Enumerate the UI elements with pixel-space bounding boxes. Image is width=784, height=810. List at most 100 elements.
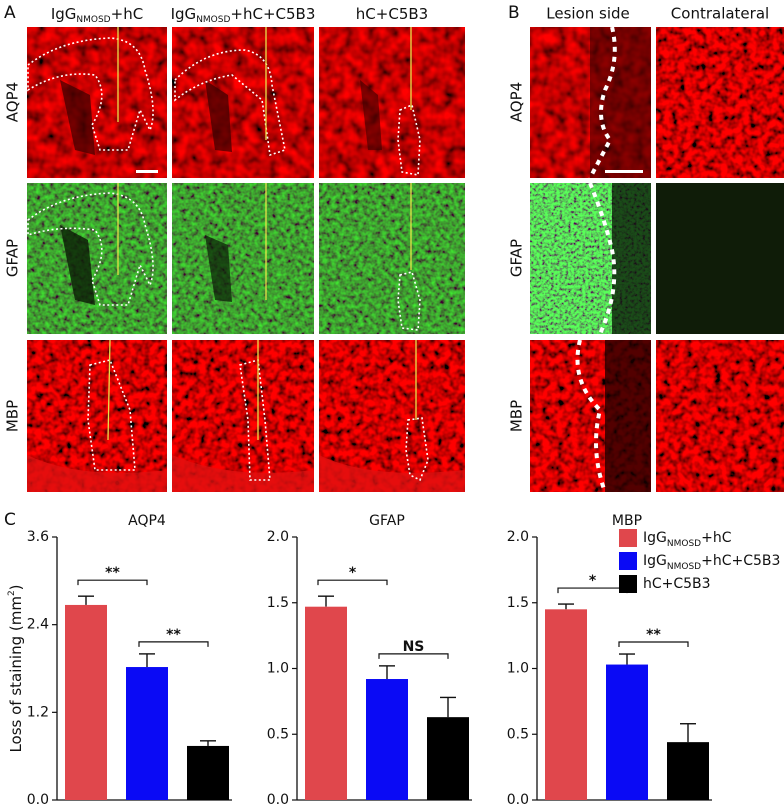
y-tick-label: 2.0 <box>267 529 289 545</box>
legend-label-part: IgG <box>643 553 667 569</box>
white-matter <box>27 455 167 492</box>
legend-swatch <box>619 552 637 570</box>
image <box>172 27 314 178</box>
y-tick-label: 1.0 <box>507 661 529 677</box>
chart-title: MBP <box>612 513 642 529</box>
y-tick-label: 0.0 <box>267 792 289 808</box>
column-label: IgGNMOSD+hC+C5B3 <box>171 5 316 25</box>
column-label-part: IgG <box>51 5 77 23</box>
significance-label: ** <box>646 627 661 643</box>
lesion-area <box>605 340 651 492</box>
scale-bar <box>605 170 643 173</box>
significance-bracket <box>378 653 449 659</box>
significance-label: ** <box>166 627 181 643</box>
legend-label-part: IgG <box>643 530 667 546</box>
row-label: AQP4 <box>4 82 22 122</box>
y-tick-label: 3.6 <box>27 529 49 545</box>
significance-bracket <box>317 579 388 586</box>
significance-bracket <box>618 641 689 648</box>
scale-bar <box>136 170 158 173</box>
panel-a-images <box>27 27 465 492</box>
chart-title: AQP4 <box>128 513 166 529</box>
lesion-outline <box>405 417 429 482</box>
bar <box>545 609 587 800</box>
legend-label-part: +hC+C5B3 <box>701 553 780 569</box>
y-tick-label: 0.5 <box>507 726 529 742</box>
panel-label: A <box>4 3 16 23</box>
column-label: hC+C5B3 <box>356 5 428 23</box>
panel-b-images <box>530 26 784 493</box>
column-label-part: IgG <box>171 5 197 23</box>
image <box>656 27 784 178</box>
row-label: AQP4 <box>508 82 526 122</box>
column-label-part: +hC+C5B3 <box>230 5 315 23</box>
column-label: Lesion side <box>546 5 630 23</box>
image <box>656 183 784 334</box>
y-tick-label: 0.0 <box>27 792 49 808</box>
y-tick-label: 2.0 <box>507 529 529 545</box>
legend-label-part: NMOSD <box>667 539 701 549</box>
row-label: MBP <box>508 400 526 432</box>
bar <box>65 604 107 800</box>
legend-label: hC+C5B3 <box>643 576 711 592</box>
non-lesion-area <box>612 183 651 334</box>
column-label-part: +hC <box>111 5 144 23</box>
bar <box>305 606 347 800</box>
bar <box>606 664 648 800</box>
white-matter <box>319 455 465 492</box>
significance-bracket <box>138 641 209 647</box>
legend-label-part: NMOSD <box>667 562 701 572</box>
lesion-outline <box>174 49 286 157</box>
significance-label: ** <box>105 565 120 581</box>
y-axis-label-part: 2 <box>7 590 17 596</box>
lesion-border <box>588 182 617 335</box>
y-tick-label: 1.5 <box>507 595 529 611</box>
white-matter <box>172 455 314 492</box>
image <box>319 183 465 334</box>
bar <box>427 717 469 800</box>
legend-label-part: hC+C5B3 <box>643 576 711 592</box>
bar <box>366 679 408 800</box>
legend-label-part: +hC <box>701 530 732 546</box>
ventricle <box>60 80 95 155</box>
ventricle <box>205 235 232 302</box>
legend-swatch <box>619 529 637 547</box>
ventricle <box>205 80 232 152</box>
panel-label: B <box>508 3 520 23</box>
significance-label: * <box>349 565 357 581</box>
row-label: GFAP <box>508 239 526 277</box>
legend-swatch <box>619 575 637 593</box>
ventricle <box>60 225 95 305</box>
y-tick-label: 1.0 <box>267 661 289 677</box>
row-label: GFAP <box>4 239 22 277</box>
legend-label: IgGNMOSD+hC+C5B3 <box>643 553 780 572</box>
lesion-border <box>575 339 607 493</box>
column-label: IgGNMOSD+hC <box>51 5 143 25</box>
y-tick-label: 1.2 <box>27 704 49 720</box>
image <box>656 340 784 492</box>
bar <box>187 745 229 800</box>
legend-label: IgGNMOSD+hC <box>643 530 732 549</box>
ventricle <box>360 80 382 150</box>
lesion-area <box>590 27 651 178</box>
column-label-part: hC+C5B3 <box>356 5 428 23</box>
image <box>319 27 465 178</box>
column-label: Contralateral <box>671 5 769 23</box>
image <box>27 27 167 178</box>
y-tick-label: 0.5 <box>267 726 289 742</box>
lesion-outline <box>397 103 421 176</box>
lesion-border <box>588 26 617 179</box>
panel-label: C <box>4 510 16 530</box>
column-label-part: NMOSD <box>76 15 110 25</box>
y-axis-label-part: ) <box>7 584 25 590</box>
significance-label: * <box>589 573 597 589</box>
needle-track <box>107 339 111 441</box>
column-label-part: NMOSD <box>196 15 230 25</box>
bar <box>667 742 709 800</box>
y-axis-label: Loss of staining (mm2) <box>7 584 25 752</box>
y-axis-label-part: Loss of staining (mm <box>7 596 25 753</box>
y-tick-label: 0.0 <box>507 792 529 808</box>
image <box>27 183 167 334</box>
significance-bracket <box>77 579 148 586</box>
